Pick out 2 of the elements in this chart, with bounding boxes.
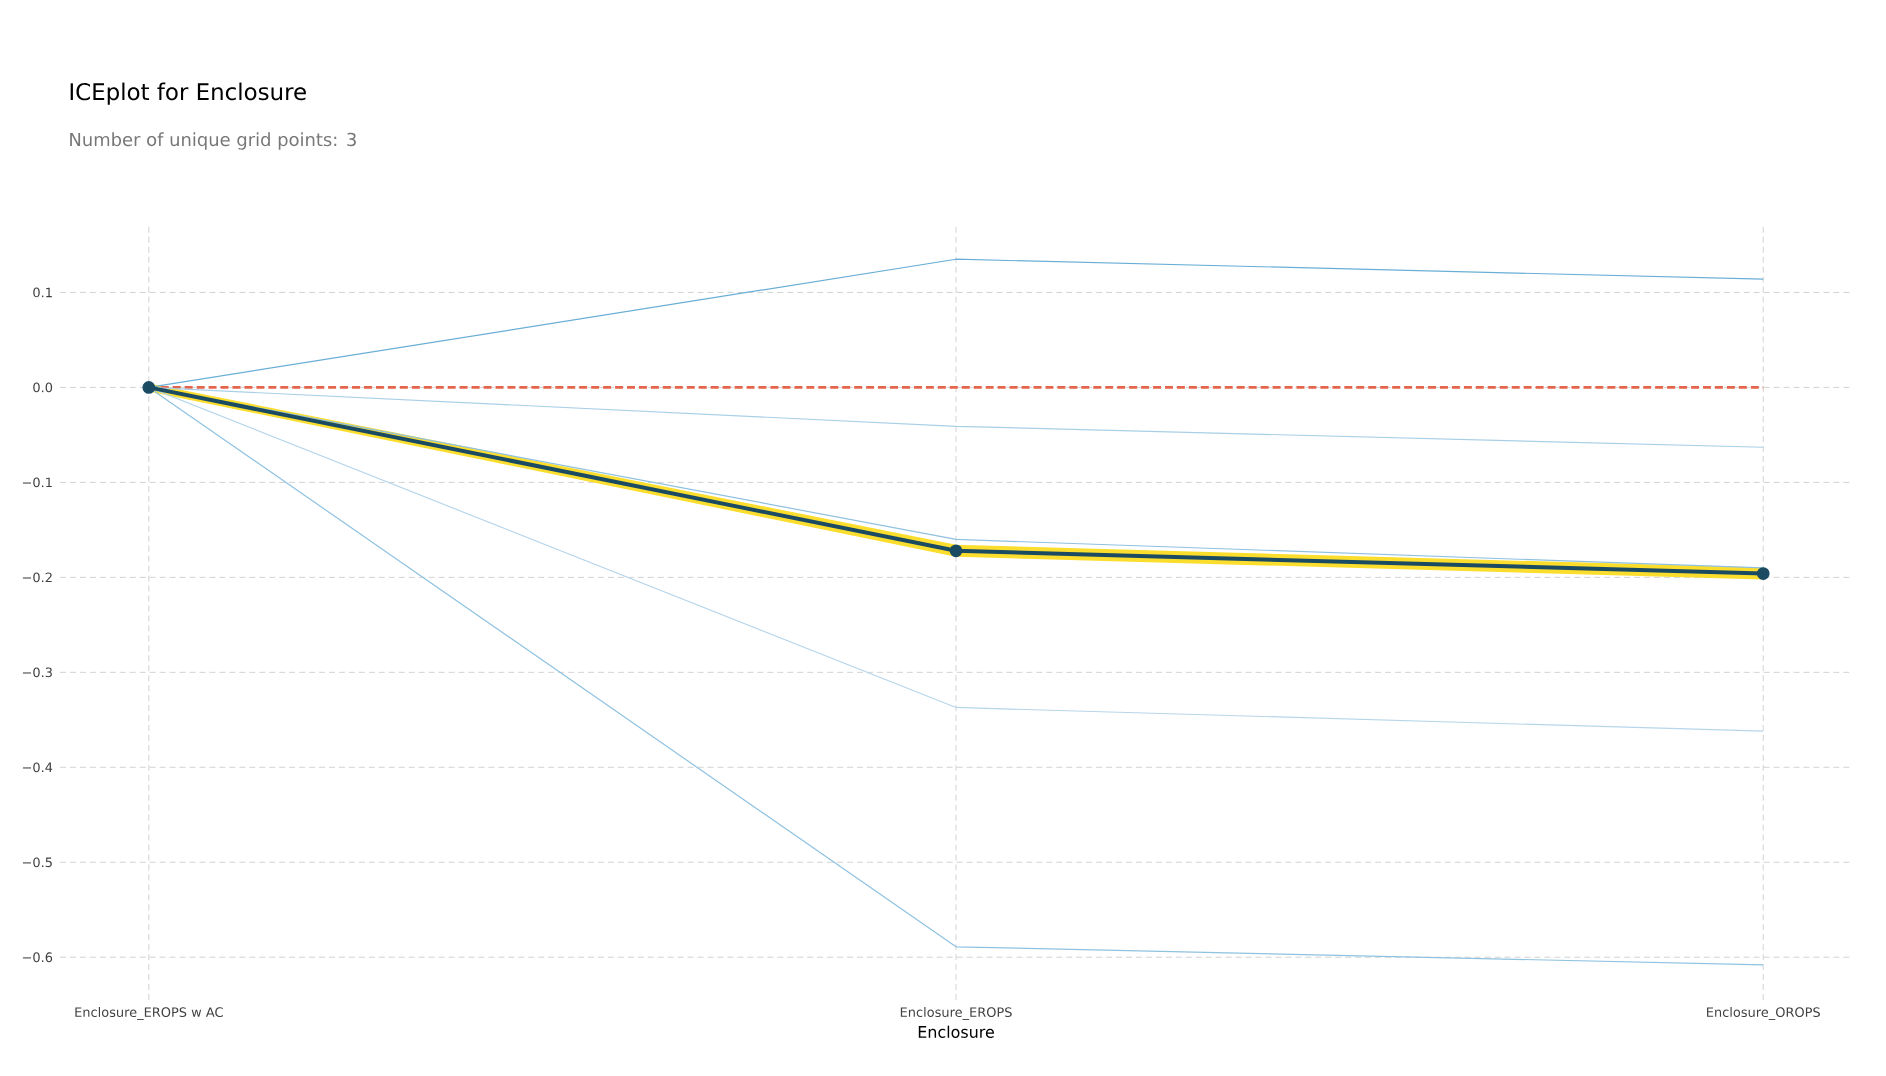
chart-title: ICEplot for Enclosure (70, 82, 306, 105)
chart-subtitle: Number of unique grid points: 3 (70, 132, 356, 150)
